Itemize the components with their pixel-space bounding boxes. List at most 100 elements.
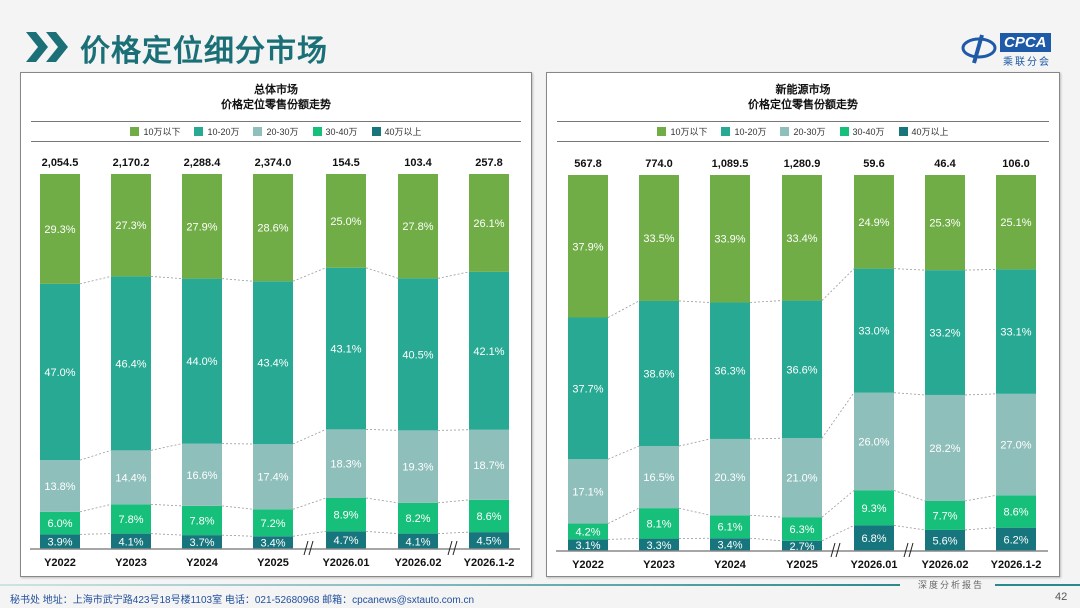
connector-line [365, 428, 399, 431]
connector-line [365, 530, 399, 535]
connector-line [365, 497, 399, 504]
connector-line [893, 525, 926, 531]
bar-segment [782, 540, 822, 551]
connector-line [893, 490, 926, 502]
chart-title: 总体市场 [254, 84, 298, 96]
category-label: Y2026.01 [850, 559, 897, 571]
connector-line [365, 267, 399, 279]
data-label: 17.1% [572, 486, 603, 498]
footer-contact: 秘书处 地址：上海市武宁路423号18号楼1103室 电话：021-526809… [10, 595, 475, 606]
total-label: 257.8 [475, 157, 503, 169]
bar-segment [398, 174, 438, 279]
legend-label: 30-40万 [852, 127, 885, 137]
legend-label: 10-20万 [734, 127, 767, 137]
legend-swatch [780, 127, 790, 136]
connector-line [964, 393, 997, 396]
bar-segment [398, 430, 438, 503]
legend-swatch [839, 127, 849, 136]
legend-item: 40万以上 [371, 125, 422, 138]
connector-line [821, 490, 855, 518]
data-label: 16.6% [186, 470, 217, 482]
connector-line [821, 525, 855, 542]
connector-line [964, 527, 997, 531]
data-label: 25.0% [330, 216, 361, 228]
bar-segment [925, 394, 965, 501]
axis-break-mark [830, 542, 836, 558]
bar-segment [111, 504, 151, 534]
connector-line [150, 443, 183, 451]
bar-segment [925, 175, 965, 271]
connector-line [893, 268, 926, 271]
chart-subtitle: 价格定位零售份额走势 [748, 99, 858, 111]
data-label: 3.3% [646, 540, 671, 552]
legend-swatch [130, 127, 140, 136]
connector-line [964, 494, 997, 502]
bar-segment [996, 495, 1036, 528]
chart-subtitle: 价格定位零售份额走势 [221, 99, 331, 111]
bar-segment [782, 517, 822, 541]
category-label: Y2026.01 [322, 557, 369, 569]
bar-segment [182, 174, 222, 279]
data-label: 7.8% [118, 514, 143, 526]
total-label: 59.6 [863, 158, 884, 170]
bar-segment [253, 174, 293, 282]
data-label: 33.5% [643, 233, 674, 245]
bar-segment [925, 500, 965, 530]
legend-item: 30-40万 [312, 125, 358, 138]
connector-line [437, 531, 470, 535]
category-label: Y2022 [44, 557, 76, 569]
logo-emblem-icon [961, 34, 997, 64]
bar-segment [182, 443, 222, 506]
bar-segment [182, 505, 222, 536]
connector-line [437, 429, 470, 431]
legend-label: 40万以上 [911, 127, 949, 137]
bar-segment [854, 490, 894, 526]
data-label: 4.1% [405, 536, 430, 548]
legend-swatch [371, 127, 381, 136]
bar-segment [854, 392, 894, 491]
data-label: 36.6% [786, 364, 817, 376]
total-label: 567.8 [574, 158, 602, 170]
bar-segment [40, 283, 80, 461]
logo-subtext: 乘联分会 [1003, 57, 1051, 68]
legend-item: 10-20万 [194, 125, 239, 138]
legend-label: 10-20万 [207, 127, 240, 137]
legend-swatch [657, 127, 667, 136]
bar-segment [111, 174, 151, 277]
data-label: 33.4% [786, 233, 817, 245]
connector-line [749, 437, 783, 440]
bar-segment [469, 429, 509, 500]
data-label: 29.3% [44, 224, 75, 236]
total-label: 2,170.2 [113, 157, 150, 169]
data-label: 36.3% [714, 366, 745, 378]
bar-segment [182, 535, 222, 549]
bar-segment [40, 460, 80, 512]
data-label: 4.1% [118, 536, 143, 548]
data-label: 43.4% [257, 358, 288, 370]
connector-line [292, 267, 327, 282]
connector-line [821, 392, 855, 439]
connector-line [221, 534, 254, 537]
category-label: Y2026.1-2 [991, 559, 1042, 571]
data-label: 3.4% [717, 540, 742, 552]
data-label: 4.7% [333, 535, 358, 547]
data-label: 3.9% [47, 537, 72, 549]
category-label: Y2022 [572, 559, 604, 571]
connector-line [678, 507, 711, 516]
axis-break-mark [908, 542, 914, 558]
legend-label: 10万以下 [670, 127, 708, 137]
connector-line [79, 449, 112, 461]
bar-segment [326, 531, 366, 549]
data-label: 33.1% [1000, 327, 1031, 339]
bar-segment [710, 538, 750, 551]
data-label: 4.5% [476, 536, 501, 548]
data-label: 44.0% [186, 356, 217, 368]
connector-line [292, 497, 327, 510]
data-label: 25.1% [1000, 217, 1031, 229]
page-number: 42 [1055, 591, 1068, 603]
connector-line [821, 268, 855, 301]
bar-segment [996, 393, 1036, 496]
connector-line [79, 503, 112, 513]
data-label: 38.6% [643, 369, 674, 381]
